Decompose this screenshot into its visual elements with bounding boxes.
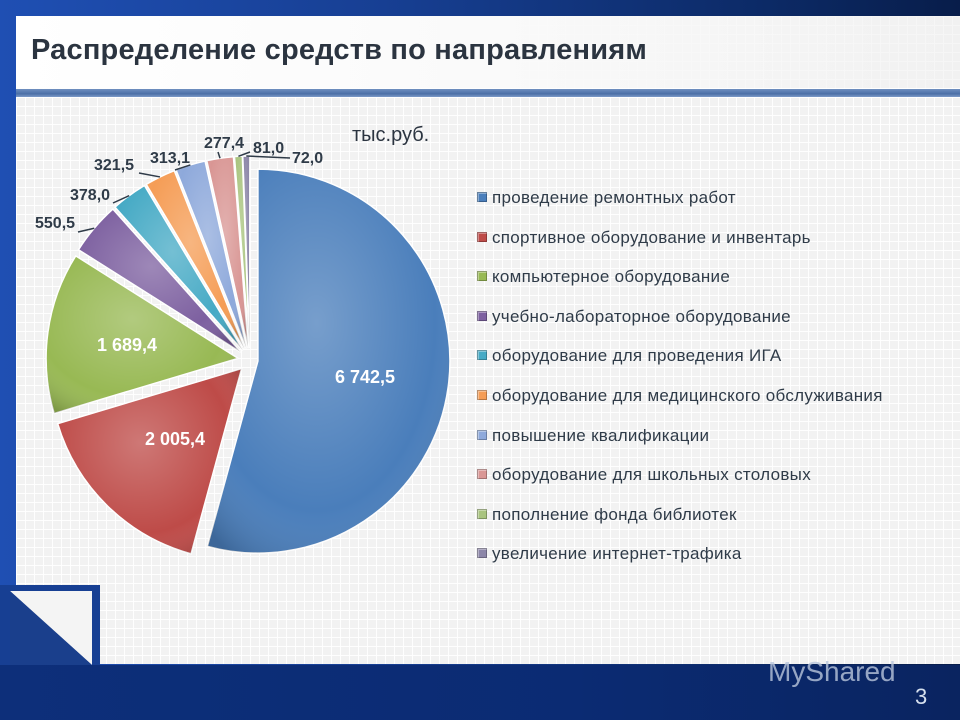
legend-item: увеличение интернет-трафика [477, 544, 883, 584]
pie-slice-shading [207, 169, 450, 554]
slice-value-label: 6 742,5 [335, 367, 395, 387]
pie-slice-shading [57, 368, 242, 554]
pie-slice-shading [46, 255, 239, 414]
title-bar [16, 16, 960, 88]
watermark-logo: MyShared [768, 656, 896, 687]
pie-slice-shading [234, 156, 250, 349]
corner-fold-decoration [0, 585, 100, 665]
legend-item: компьютерное оборудование [477, 267, 883, 307]
unit-label: тыс.руб. [352, 124, 430, 146]
chart-legend: проведение ремонтных работ спортивное об… [477, 188, 883, 584]
legend-item: проведение ремонтных работ [477, 188, 883, 228]
legend-item: учебно-лабораторное оборудование [477, 307, 883, 347]
label-leader-line [138, 172, 161, 178]
legend-item: спортивное оборудование и инвентарь [477, 228, 883, 268]
legend-item: оборудование для медицинского обслуживан… [477, 386, 883, 426]
label-leader-line [238, 151, 251, 158]
legend-item: оборудование для проведения ИГА [477, 346, 883, 386]
pie-slice-shading [146, 170, 245, 350]
legend-swatch-icon [477, 231, 487, 242]
slice-value-label: 81,0 [253, 140, 284, 157]
legend-swatch-icon [477, 548, 487, 559]
pie-slice-shading [78, 209, 241, 353]
legend-item: пополнение фонда библиотек [477, 505, 883, 545]
pie-slice-shading [176, 161, 247, 349]
legend-swatch-icon [477, 350, 487, 361]
legend-swatch-icon [477, 429, 487, 440]
footer-band [0, 665, 960, 720]
label-leader-line [217, 151, 221, 159]
legend-item: оборудование для школьных столовых [477, 465, 883, 505]
legend-swatch-icon [477, 508, 487, 519]
slice-value-label: 550,5 [35, 215, 75, 232]
slice-value-label: 1 689,4 [97, 335, 157, 355]
slice-value-label: 277,4 [204, 135, 244, 152]
slice-value-label: 378,0 [70, 187, 110, 204]
slice-value-label: 72,0 [292, 150, 323, 167]
title-divider [16, 89, 960, 97]
legend-swatch-icon [477, 469, 487, 480]
legend-swatch-icon [477, 389, 487, 400]
slice-value-label: 313,1 [150, 150, 190, 167]
pie-slice-shading [114, 185, 243, 351]
label-leader-line [174, 164, 191, 171]
slice-value-label: 321,5 [94, 157, 134, 174]
pie-slice-shading [242, 156, 250, 349]
page-number: 3 [915, 684, 928, 709]
pie-slice-shading [206, 156, 249, 349]
legend-swatch-icon [477, 271, 487, 282]
legend-swatch-icon [477, 192, 487, 202]
label-leader-line [77, 227, 95, 233]
slice-value-label: 2 005,4 [145, 429, 205, 449]
label-leader-line [112, 194, 130, 204]
legend-item: повышение квалификации [477, 426, 883, 466]
slide-title: Распределение средств по направлениям [31, 34, 648, 66]
legend-swatch-icon [477, 310, 487, 321]
label-leader-line [246, 155, 291, 159]
